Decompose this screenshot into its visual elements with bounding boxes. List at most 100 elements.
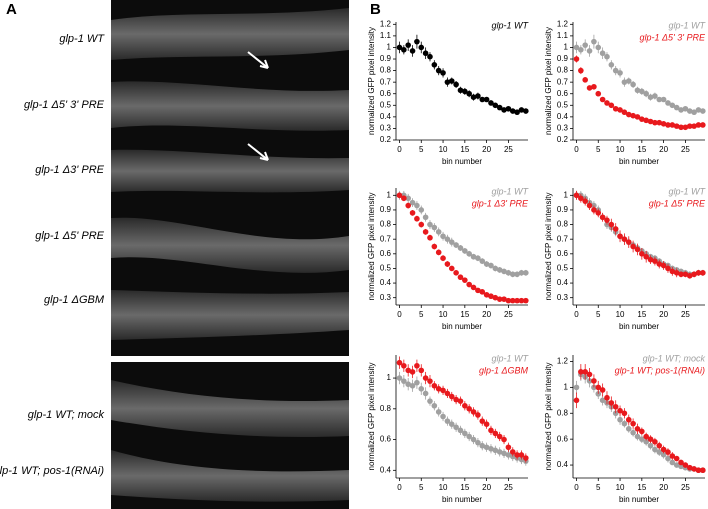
point — [414, 379, 420, 386]
point — [509, 297, 516, 304]
x-tick-label: 5 — [419, 483, 424, 492]
point — [466, 251, 472, 257]
x-tick-label: 5 — [596, 483, 601, 492]
point — [505, 444, 512, 451]
x-tick-label: 10 — [439, 310, 448, 319]
y-tick-label: 0.5 — [380, 264, 392, 273]
y-tick-label: 0.8 — [380, 66, 392, 75]
point — [652, 446, 658, 453]
point — [591, 207, 597, 213]
legend-entry: glp-1 WT; mock — [643, 353, 706, 363]
y-tick-label: 0.3 — [380, 293, 392, 302]
point — [573, 397, 580, 404]
point — [488, 100, 494, 106]
point — [665, 100, 671, 106]
point — [582, 42, 588, 48]
point — [422, 50, 429, 57]
point — [586, 378, 593, 384]
point — [414, 215, 420, 222]
x-tick-label: 25 — [681, 483, 690, 492]
x-tick-label: 15 — [460, 145, 469, 154]
y-tick-label: 1.2 — [557, 357, 569, 366]
point — [518, 297, 525, 304]
point — [586, 85, 593, 91]
point — [656, 119, 663, 126]
point — [488, 427, 494, 434]
x-tick-label: 5 — [419, 310, 424, 319]
point — [409, 210, 416, 216]
x-tick-label: 25 — [681, 310, 690, 319]
point — [604, 394, 610, 401]
image-label: glp-1 Δ3' PRE — [35, 164, 104, 176]
y-tick-label: 0.6 — [557, 249, 569, 258]
point — [435, 249, 442, 256]
y-tick-label: 0.4 — [380, 278, 392, 287]
point — [483, 421, 490, 427]
point — [509, 453, 516, 460]
point — [414, 362, 420, 369]
y-tick-label: 0.8 — [557, 220, 569, 229]
point — [479, 96, 486, 103]
point — [462, 88, 468, 95]
point — [405, 381, 411, 388]
point — [643, 253, 649, 260]
panel-label: A — [6, 1, 17, 18]
point — [462, 402, 468, 409]
point — [448, 239, 455, 245]
point — [682, 271, 689, 278]
point — [496, 433, 503, 440]
point — [582, 198, 588, 204]
point — [630, 81, 636, 88]
point — [505, 452, 512, 458]
point — [625, 111, 632, 118]
point — [523, 297, 529, 304]
point — [612, 67, 619, 74]
point — [492, 294, 499, 301]
point — [578, 46, 584, 53]
y-tick-label: 1 — [564, 190, 569, 199]
point — [578, 369, 584, 375]
point — [470, 284, 477, 291]
point — [673, 104, 680, 111]
point — [591, 83, 597, 90]
point — [509, 108, 516, 114]
legend-entry: glp-1 WT; pos-1(RNAi) — [615, 365, 705, 375]
image-label: glp-1 WT — [59, 33, 105, 45]
x-tick-label: 15 — [460, 310, 469, 319]
y-axis-label: normalized GFP pixel intensity — [544, 27, 553, 135]
point — [586, 48, 593, 54]
point — [488, 262, 494, 269]
y-tick-label: 0.4 — [380, 112, 392, 121]
point — [612, 403, 619, 410]
worm — [111, 450, 349, 502]
x-tick-label: 5 — [419, 145, 424, 154]
point — [639, 251, 645, 257]
point — [582, 77, 588, 83]
point — [599, 397, 606, 404]
point — [479, 442, 486, 449]
micrographs — [111, 0, 349, 509]
point — [599, 214, 606, 221]
x-tick-label: 0 — [574, 310, 579, 319]
point — [686, 272, 693, 279]
point — [595, 90, 602, 97]
point — [457, 87, 464, 94]
y-tick-label: 0.4 — [557, 112, 569, 121]
image-label: glp-1 WT; pos-1(RNAi) — [0, 465, 104, 477]
y-axis-label: normalized GFP pixel intensity — [367, 363, 376, 471]
point — [431, 402, 438, 409]
y-tick-label: 0.7 — [380, 77, 392, 86]
point — [639, 116, 645, 122]
point — [457, 274, 464, 281]
point — [422, 229, 429, 235]
point — [617, 70, 623, 76]
point — [586, 202, 593, 209]
point — [604, 217, 610, 223]
point — [475, 439, 481, 446]
point — [396, 359, 403, 366]
point — [621, 236, 628, 242]
point — [634, 114, 641, 120]
point — [643, 433, 649, 440]
y-tick-label: 0.5 — [557, 264, 569, 273]
x-tick-label: 25 — [504, 483, 513, 492]
